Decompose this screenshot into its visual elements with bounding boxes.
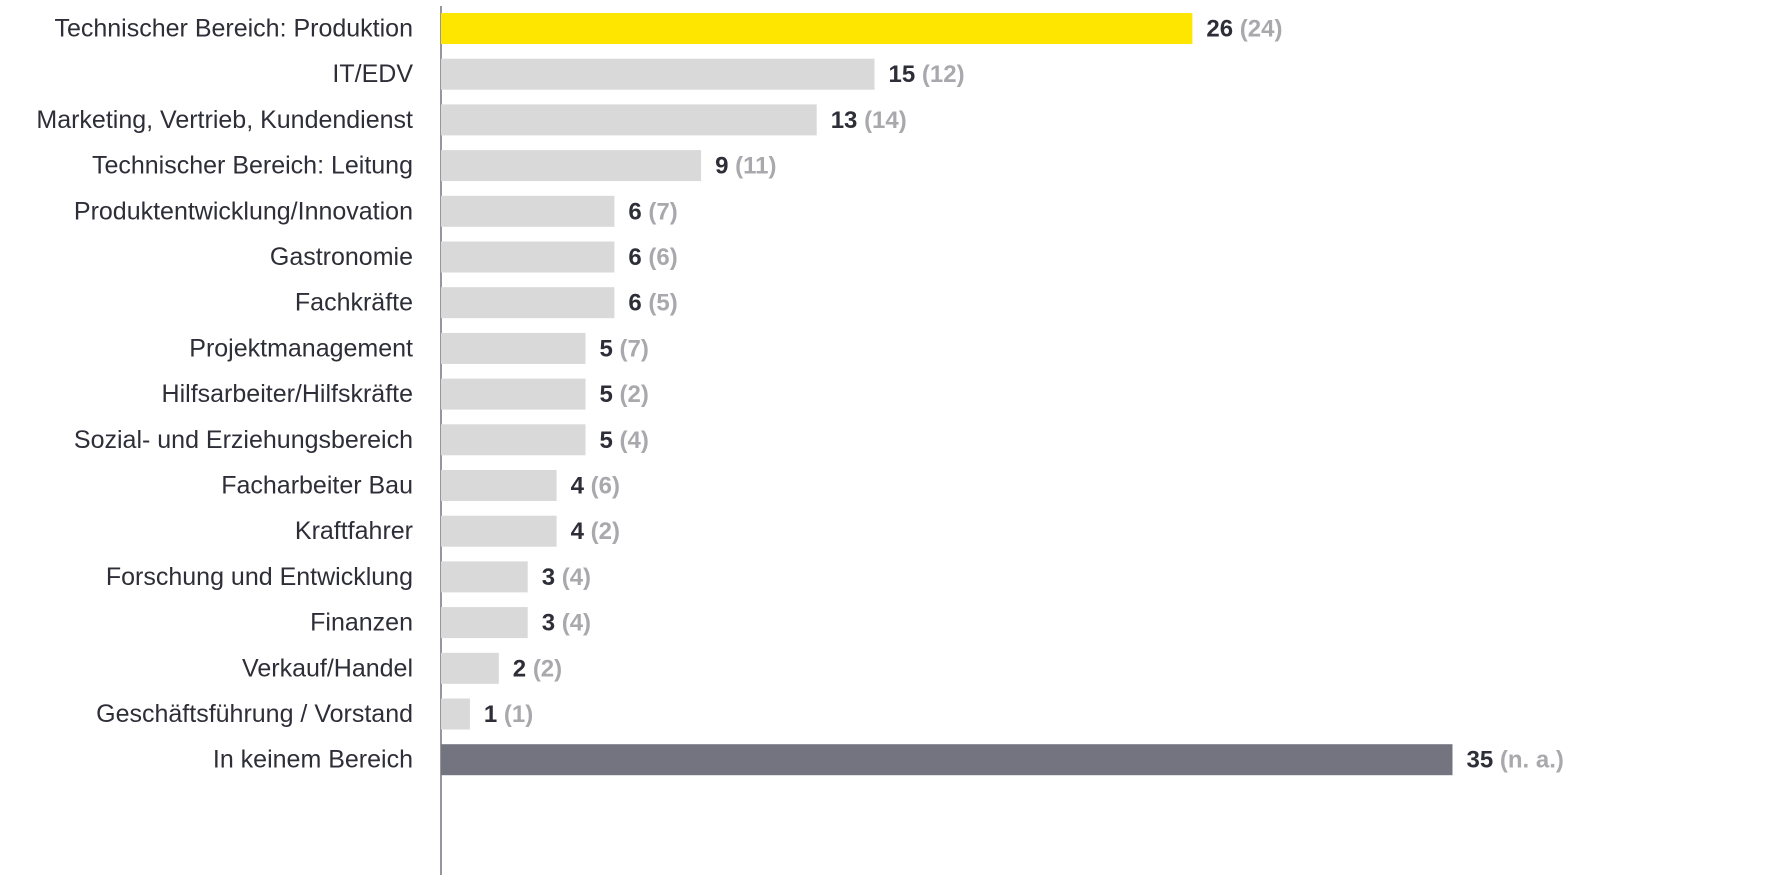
value-label: 6 (7)	[628, 198, 677, 225]
value-label: 6 (5)	[628, 289, 677, 316]
value-label: 5 (2)	[600, 381, 649, 408]
current-value: 2	[513, 655, 533, 682]
bar	[441, 379, 586, 410]
bar	[441, 744, 1453, 775]
previous-value: (14)	[864, 106, 907, 133]
bar	[441, 59, 875, 90]
category-label: Technischer Bereich: Produktion	[54, 15, 413, 43]
bar	[441, 287, 614, 318]
category-label: Projektmanagement	[189, 334, 413, 362]
current-value: 3	[542, 563, 562, 590]
bar	[441, 561, 528, 592]
current-value: 5	[600, 381, 620, 408]
bars-group	[441, 13, 1453, 775]
bar	[441, 516, 557, 547]
category-label: Forschung und Entwicklung	[106, 563, 413, 591]
current-value: 5	[600, 426, 620, 453]
bar	[441, 470, 557, 501]
current-value: 6	[628, 198, 648, 225]
value-label: 4 (6)	[571, 472, 620, 499]
current-value: 15	[889, 61, 922, 88]
current-value: 13	[831, 106, 864, 133]
current-value: 3	[542, 609, 562, 636]
bar	[441, 242, 614, 273]
current-value: 6	[628, 289, 648, 316]
bar	[441, 333, 586, 364]
category-label: Produktentwicklung/Innovation	[74, 197, 413, 225]
value-label: 26 (24)	[1206, 15, 1282, 42]
previous-value: (2)	[620, 381, 649, 408]
previous-value: (n. a.)	[1500, 746, 1564, 773]
bar	[441, 13, 1192, 44]
bar	[441, 196, 614, 227]
category-label: Sozial- und Erziehungsbereich	[74, 426, 413, 454]
category-label: Kraftfahrer	[295, 517, 413, 545]
previous-value: (2)	[533, 655, 562, 682]
previous-value: (24)	[1240, 15, 1283, 42]
previous-value: (5)	[648, 289, 677, 316]
category-label: In keinem Bereich	[213, 746, 413, 774]
previous-value: (7)	[648, 198, 677, 225]
current-value: 1	[484, 701, 504, 728]
value-label: 4 (2)	[571, 518, 620, 545]
current-value: 9	[715, 152, 735, 179]
value-label: 15 (12)	[889, 61, 965, 88]
value-label: 13 (14)	[831, 106, 907, 133]
value-label: 2 (2)	[513, 655, 562, 682]
previous-value: (12)	[922, 61, 965, 88]
value-label: 3 (4)	[542, 563, 591, 590]
category-label: Geschäftsführung / Vorstand	[96, 700, 413, 728]
previous-value: (7)	[620, 335, 649, 362]
previous-value: (2)	[591, 518, 620, 545]
current-value: 4	[571, 472, 591, 499]
value-label: 5 (7)	[600, 335, 649, 362]
value-label: 35 (n. a.)	[1467, 746, 1564, 773]
value-label: 5 (4)	[600, 426, 649, 453]
category-label: Verkauf/Handel	[242, 654, 413, 682]
value-label: 1 (1)	[484, 701, 533, 728]
current-value: 4	[571, 518, 591, 545]
bar	[441, 424, 586, 455]
bar	[441, 607, 528, 638]
bar	[441, 104, 817, 135]
category-label: Gastronomie	[270, 243, 413, 271]
bar	[441, 699, 470, 730]
category-label: Fachkräfte	[295, 289, 413, 317]
category-labels-group: Technischer Bereich: Produktion IT/EDV Mar…	[36, 15, 413, 774]
category-label: IT/EDV	[332, 60, 413, 88]
previous-value: (4)	[562, 609, 591, 636]
previous-value: (11)	[735, 152, 776, 179]
previous-value: (1)	[504, 701, 533, 728]
value-label: 6 (6)	[628, 244, 677, 271]
previous-value: (6)	[591, 472, 620, 499]
current-value: 5	[600, 335, 620, 362]
current-value: 35	[1467, 746, 1500, 773]
previous-value: (4)	[562, 563, 591, 590]
value-label: 3 (4)	[542, 609, 591, 636]
current-value: 26	[1206, 15, 1239, 42]
category-label: Finanzen	[310, 609, 413, 637]
value-label: 9 (11)	[715, 152, 776, 179]
category-label: Technischer Bereich: Leitung	[92, 152, 413, 180]
previous-value: (4)	[620, 426, 649, 453]
category-label: Hilfsarbeiter/Hilfskräfte	[162, 380, 413, 408]
bar	[441, 150, 701, 181]
current-value: 6	[628, 244, 648, 271]
bar	[441, 653, 499, 684]
category-label: Facharbeiter Bau	[221, 472, 413, 500]
previous-value: (6)	[648, 244, 677, 271]
category-label: Marketing, Vertrieb, Kundendienst	[36, 106, 413, 134]
